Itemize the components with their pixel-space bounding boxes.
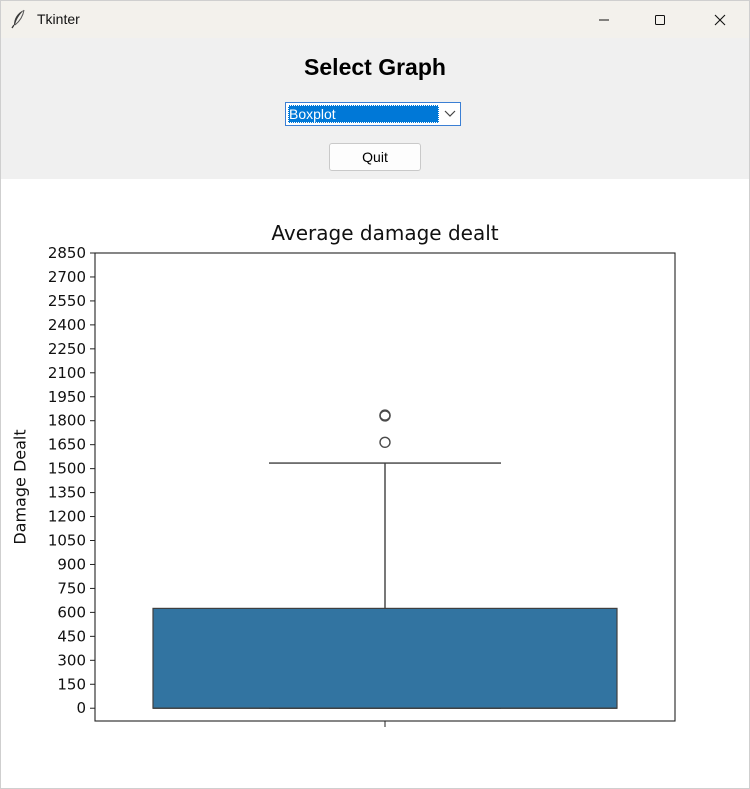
y-tick-label: 750 xyxy=(57,579,86,597)
y-tick-label: 1200 xyxy=(48,508,86,526)
y-tick-label: 150 xyxy=(57,675,86,693)
y-tick-label: 900 xyxy=(57,555,86,573)
y-tick-label: 1950 xyxy=(48,388,86,406)
y-tick-label: 2250 xyxy=(48,340,86,358)
close-button[interactable] xyxy=(697,1,743,38)
y-tick-label: 2100 xyxy=(48,364,86,382)
y-tick-label: 0 xyxy=(76,699,86,717)
page-title: Select Graph xyxy=(304,54,446,80)
y-tick-label: 1500 xyxy=(48,460,86,478)
box-iqr xyxy=(152,607,618,709)
title-bar[interactable]: Tkinter xyxy=(1,1,749,38)
outlier-point xyxy=(379,409,391,421)
minimize-button[interactable] xyxy=(581,1,627,38)
quit-button[interactable]: Quit xyxy=(329,143,421,171)
y-tick-label: 600 xyxy=(57,603,86,621)
y-tick-label: 300 xyxy=(57,651,86,669)
y-tick-label: 1650 xyxy=(48,436,86,454)
maximize-button[interactable] xyxy=(637,1,683,38)
y-tick-label: 1350 xyxy=(48,484,86,502)
outlier-point xyxy=(379,436,391,448)
y-tick-label: 2850 xyxy=(48,244,86,262)
feather-icon xyxy=(11,9,25,29)
minimize-icon xyxy=(599,19,609,20)
y-tick-label: 2550 xyxy=(48,292,86,310)
graph-select[interactable]: Boxplot xyxy=(285,102,461,126)
controls-panel: Select Graph Boxplot Quit xyxy=(1,38,749,179)
y-tick-label: 2400 xyxy=(48,316,86,334)
maximize-icon xyxy=(655,14,665,25)
y-tick-label: 1050 xyxy=(48,532,86,550)
y-tick-label: 1800 xyxy=(48,412,86,430)
window-title: Tkinter xyxy=(37,11,80,27)
chart-area: 0 150 300 450 600 750 900 1050 1200 1350 1500 1650 1… xyxy=(1,179,749,788)
chart-title: Average damage dealt xyxy=(271,221,499,245)
y-tick-label: 2700 xyxy=(48,268,86,286)
y-axis-label: Damage Dealt xyxy=(10,429,30,545)
boxplot-chart: 0 150 300 450 600 750 900 1050 1200 1350 1500 1650 1… xyxy=(48,244,676,727)
graph-select-value: Boxplot xyxy=(288,105,439,123)
close-icon xyxy=(714,14,726,25)
chevron-down-icon[interactable] xyxy=(444,109,456,119)
y-tick-label: 450 xyxy=(57,627,86,645)
